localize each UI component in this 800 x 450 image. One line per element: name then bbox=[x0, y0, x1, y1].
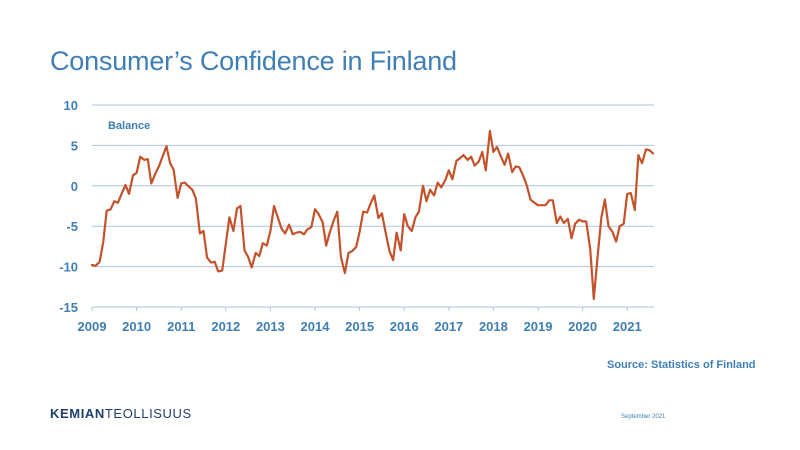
x-tick-label: 2015 bbox=[345, 319, 374, 334]
x-axis-ticks: 2009 2010 2011 2012 2013 2014 2015 2016 2017 2018… bbox=[78, 307, 642, 334]
y-tick-label: -10 bbox=[59, 260, 78, 275]
x-tick-label: 2019 bbox=[524, 319, 553, 334]
chart-annotation-balance: Balance bbox=[108, 120, 150, 132]
logo-bold-text: KEMIAN bbox=[50, 406, 105, 421]
x-tick-label: 2010 bbox=[122, 319, 151, 334]
y-tick-label: 10 bbox=[64, 98, 78, 113]
x-tick-label: 2017 bbox=[434, 319, 463, 334]
logo-regular-text: TEOLLISUUS bbox=[104, 406, 192, 421]
y-tick-label: 5 bbox=[71, 138, 78, 153]
slide-date: September 2021 bbox=[621, 414, 666, 420]
y-tick-label: 0 bbox=[71, 179, 78, 194]
y-tick-label: -15 bbox=[59, 300, 78, 315]
x-tick-label: 2020 bbox=[568, 319, 597, 334]
x-tick-label: 2016 bbox=[390, 319, 419, 334]
y-axis-ticks: -15 -10 -5 0 5 10 bbox=[59, 98, 78, 315]
x-tick-label: 2014 bbox=[301, 319, 331, 334]
gridlines bbox=[92, 104, 654, 308]
page-title: Consumer’s Confidence in Finland bbox=[50, 46, 457, 76]
x-tick-label: 2018 bbox=[479, 319, 508, 334]
x-tick-label: 2012 bbox=[211, 319, 240, 334]
x-tick-label: 2011 bbox=[167, 319, 195, 334]
x-tick-label: 2021 bbox=[613, 319, 642, 334]
company-logo: KEMIANTEOLLISUUS bbox=[50, 406, 192, 421]
x-tick-label: 2013 bbox=[256, 319, 285, 334]
source-note: Source: Statistics of Finland bbox=[607, 359, 756, 371]
y-tick-label: -5 bbox=[66, 219, 78, 234]
x-tick-label: 2009 bbox=[78, 319, 107, 334]
series-line-consumer-confidence bbox=[90, 129, 655, 300]
